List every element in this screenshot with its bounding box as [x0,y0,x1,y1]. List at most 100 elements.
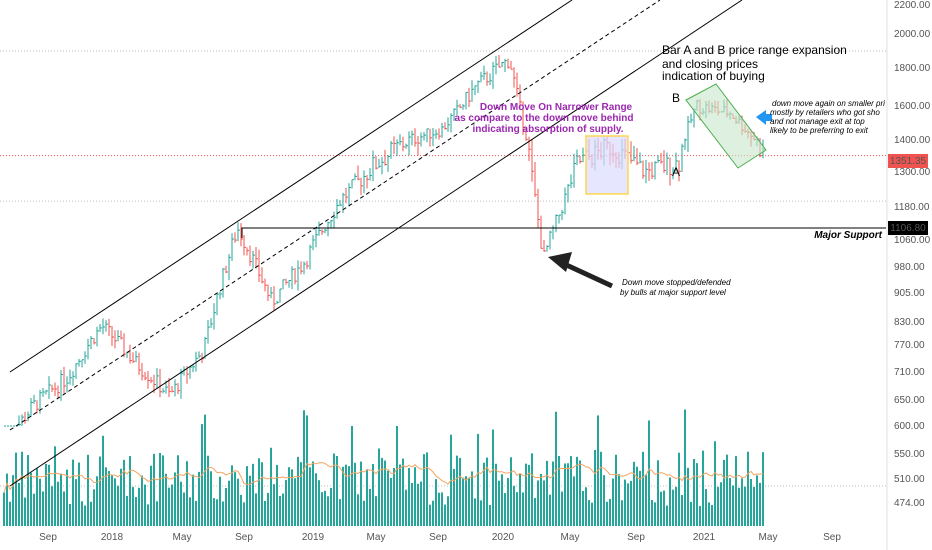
right-note-line3: and not manage exit at top [770,117,865,126]
narrow-range-box[interactable] [585,135,629,195]
volume-bar [189,497,191,526]
volume-bar [180,481,182,526]
time-tick-label: Sep [823,532,841,543]
volume-bar [363,500,365,526]
volume-bar [3,492,5,526]
volume-bar [534,497,536,526]
volume-bar [90,501,92,526]
volume-bar [723,459,725,526]
volume-bar [198,471,200,526]
volume-bar [240,494,242,526]
channel-mid-line[interactable] [9,0,661,431]
volume-bar [294,478,296,526]
price-tick-label: 474.00 [894,498,925,509]
time-tick-label: Sep [627,532,645,543]
major-support-label: Major Support [814,230,882,241]
time-tick-label: May [561,532,580,543]
price-tick-label: 1400.00 [894,135,931,146]
volume-bar [66,469,68,526]
volume-bar [627,483,629,526]
volume-bar [543,480,545,526]
volume-bar [222,501,224,526]
volume-bar [288,467,290,526]
volume-bar [186,461,188,526]
price-tick-label: 510.00 [894,474,925,485]
volume-bar [759,482,761,526]
volume-bar [693,458,695,526]
volume-bar [207,455,209,526]
volume-bar [483,462,485,526]
volume-bar [486,457,488,526]
time-tick-label: May [759,532,778,543]
volume-bar [336,455,338,526]
volume-bar [714,441,716,526]
volume-bar [396,425,398,526]
volume-bar [60,473,62,526]
volume-bar [570,456,572,526]
channel-lower-line[interactable] [9,0,743,487]
volume-bar [720,482,722,526]
volume-bar [228,480,230,526]
volume-bar [351,425,353,526]
volume-bar [108,471,110,526]
volume-bar [576,456,578,526]
volume-bar [129,456,131,526]
volume-bar [738,487,740,526]
volume-bar [84,505,86,526]
volume-bar [660,491,662,526]
volume-bar [504,493,506,526]
volume-bar [39,478,41,526]
volume-bar [687,467,689,526]
volume-bar [18,482,20,526]
volume-bar [729,478,731,526]
volume-bar [498,480,500,526]
label-a: A [672,165,680,179]
volume-bar [96,476,98,526]
volume-bar [348,466,350,526]
volume-bar [672,489,674,526]
time-axis: Sep 2018 May Sep 2019 May Sep 2020 May Sep 2021 May… [39,532,841,543]
volume-bar [657,460,659,526]
volume-bar [255,493,257,526]
volume-bar [24,497,26,526]
price-tick-label: 1800.00 [894,63,931,74]
volume-bar [183,492,185,526]
volume-bar [579,460,581,526]
volume-bar [741,478,743,526]
volume-bar [630,480,632,526]
volume-bar [249,475,251,526]
volume-bar [747,451,749,526]
volume-bar [315,473,317,526]
green-channel-box[interactable] [685,83,767,169]
bar-ab-note-line3: indication of buying [662,69,765,83]
volume-bar [102,435,104,526]
volume-bar [552,461,554,526]
volume-bar [648,420,650,526]
volume-bar [15,452,17,526]
volume-bar [273,484,275,526]
volume-bar [459,457,461,526]
volume-bar [477,433,479,526]
volume-bar [699,505,701,526]
volume-bar [456,455,458,526]
volume-bar [453,468,455,526]
volume-bar [126,495,128,526]
volume-bar [51,486,53,526]
volume-bar [462,477,464,526]
volume-bar [159,452,161,526]
volume-bar [555,411,557,526]
channel-upper-line[interactable] [9,0,573,373]
volume-bar [42,491,44,526]
grid [0,50,887,487]
volume-bar [333,453,335,526]
price-tick-label: 600.00 [894,421,925,432]
volume-bar [138,487,140,526]
volume-bar [468,477,470,526]
price-tick-label: 2000.00 [894,29,931,40]
volume-bar [258,458,260,526]
volume-bar [219,476,221,526]
narrow-range-note-line1: Down Move On Narrower Range [480,102,633,113]
volume-bar [318,480,320,526]
major-support-line[interactable] [241,227,886,238]
